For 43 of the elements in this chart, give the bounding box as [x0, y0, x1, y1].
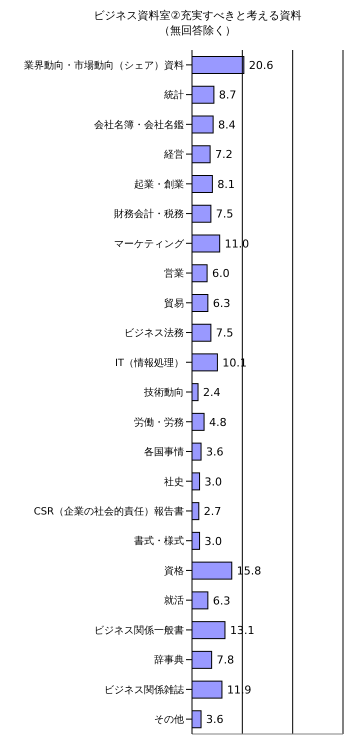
data-label: 7.8 — [216, 654, 234, 667]
y-tick-label: 起業・創業 — [134, 178, 184, 190]
y-tick-label: マーケティング — [114, 238, 185, 250]
y-tick-label: ビジネス関係一般書 — [94, 624, 184, 636]
data-label: 2.7 — [204, 505, 222, 518]
y-tick-label: CSR（企業の社会的責任）報告書 — [34, 506, 184, 518]
data-label: 6.3 — [212, 594, 230, 608]
data-label: 2.4 — [203, 386, 221, 400]
data-label: 6.3 — [212, 296, 230, 310]
y-tick-label: 社史 — [164, 476, 184, 488]
data-label: 7.5 — [216, 326, 234, 340]
y-tick-label: 貿易 — [164, 297, 184, 310]
y-tick-label: 経営 — [163, 148, 184, 161]
y-tick-label: 各国事情 — [144, 446, 184, 458]
y-tick-label: 資格 — [164, 564, 184, 577]
y-tick-label: その他 — [154, 714, 184, 726]
data-label: 8.4 — [218, 118, 236, 132]
y-tick-label: 辞事典 — [154, 654, 184, 666]
y-tick-label: 業界動向・市場動向（シェア）資料 — [24, 59, 184, 72]
chart-subtitle: （無回答除く） — [158, 23, 237, 38]
y-tick-label: ビジネス法務 — [124, 327, 184, 340]
data-label: 20.6 — [248, 58, 274, 72]
y-tick-label: 統計 — [164, 89, 184, 102]
y-tick-label: 技術動向 — [143, 386, 184, 399]
data-label: 4.8 — [209, 416, 227, 429]
y-tick-label: 財務会計・税務 — [114, 208, 184, 220]
y-tick-label: 営業 — [164, 268, 184, 280]
data-label: 8.1 — [217, 178, 235, 191]
y-tick-label: 書式・様式 — [134, 535, 184, 548]
data-label: 3.0 — [204, 534, 222, 548]
data-label: 3.6 — [206, 446, 224, 459]
data-label: 3.0 — [204, 475, 222, 488]
data-label: 8.7 — [218, 88, 236, 102]
data-label: 3.6 — [206, 713, 224, 726]
y-tick-label: IT（情報処理） — [114, 356, 184, 369]
y-tick-label: ビジネス関係雑誌 — [104, 684, 184, 696]
y-tick-label: 会社名簿・会社名鑑 — [94, 118, 184, 131]
y-tick-label: 就活 — [164, 594, 184, 607]
chart-title: ビジネス資料室②充実すべきと考える資料 — [92, 8, 302, 23]
data-label: 7.5 — [216, 208, 234, 221]
data-label: 6.0 — [212, 267, 230, 280]
y-tick-label: 労働・労務 — [134, 416, 184, 428]
data-label: 7.2 — [215, 148, 233, 162]
